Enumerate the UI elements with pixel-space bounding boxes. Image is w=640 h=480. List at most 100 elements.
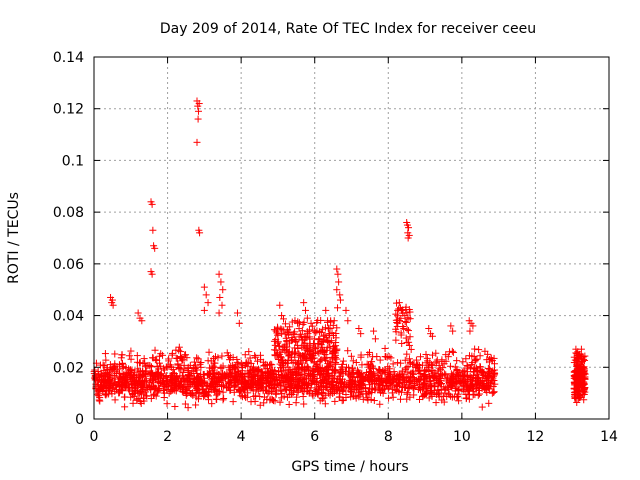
data-point (462, 355, 470, 363)
data-point (119, 362, 127, 370)
data-point (404, 315, 412, 323)
data-point (389, 393, 397, 401)
data-point (580, 386, 588, 394)
data-point (360, 377, 368, 385)
data-point (102, 391, 110, 399)
data-point (427, 377, 435, 385)
data-point (101, 350, 109, 358)
data-point (467, 364, 475, 372)
data-point (394, 359, 402, 367)
data-point (233, 309, 241, 317)
data-point (303, 328, 311, 336)
data-point (205, 348, 213, 356)
data-point (406, 358, 414, 366)
data-point (273, 380, 281, 388)
data-point (129, 399, 137, 407)
data-point (434, 389, 442, 397)
data-point (304, 329, 312, 337)
data-point (218, 383, 226, 391)
data-point (402, 334, 410, 342)
data-point (194, 388, 202, 396)
data-point (437, 366, 445, 374)
data-point (111, 350, 119, 358)
data-point (348, 388, 356, 396)
data-point (453, 365, 461, 373)
data-point (303, 384, 311, 392)
data-point (151, 244, 159, 252)
data-point (122, 382, 130, 390)
data-point (454, 370, 462, 378)
data-point (272, 390, 280, 398)
data-point (395, 305, 403, 313)
data-point (148, 200, 156, 208)
data-point (241, 351, 249, 359)
data-point (294, 344, 302, 352)
data-point (93, 391, 101, 399)
data-point (246, 378, 254, 386)
data-point (348, 376, 356, 384)
data-point (437, 385, 445, 393)
data-point (170, 380, 178, 388)
data-point (274, 331, 282, 339)
data-point (220, 395, 228, 403)
data-point (416, 380, 424, 388)
data-point (387, 371, 395, 379)
data-point (98, 383, 106, 391)
data-point (578, 358, 586, 366)
data-point (395, 387, 403, 395)
data-point (118, 351, 126, 359)
data-point (439, 392, 447, 400)
data-point (255, 368, 263, 376)
data-point (127, 373, 135, 381)
data-point (457, 379, 465, 387)
data-point (184, 404, 192, 412)
data-point (349, 357, 357, 365)
data-point (299, 352, 307, 360)
data-point (478, 403, 486, 411)
data-point (574, 383, 582, 391)
data-point (368, 375, 376, 383)
data-point (320, 382, 328, 390)
data-point (195, 395, 203, 403)
data-point (303, 344, 311, 352)
data-point (308, 379, 316, 387)
data-point (432, 399, 440, 407)
data-point (324, 369, 332, 377)
data-point (376, 400, 384, 408)
data-point (251, 397, 259, 405)
data-point (344, 317, 352, 325)
data-point (243, 369, 251, 377)
data-point (279, 315, 287, 323)
data-point (336, 291, 344, 299)
y-tick-label: 0.04 (53, 309, 84, 325)
data-point (316, 365, 324, 373)
data-point (397, 359, 405, 367)
data-point (320, 337, 328, 345)
data-point (308, 390, 316, 398)
data-point (338, 368, 346, 376)
data-point (288, 336, 296, 344)
data-point (324, 317, 332, 325)
data-point (469, 367, 477, 375)
data-point (288, 357, 296, 365)
data-point (218, 352, 226, 360)
data-point (216, 293, 224, 301)
data-point (258, 374, 266, 382)
data-point (336, 369, 344, 377)
data-point (455, 386, 463, 394)
data-point (217, 278, 225, 286)
data-point (381, 344, 389, 352)
data-point (440, 398, 448, 406)
data-point (273, 373, 281, 381)
data-point (580, 396, 588, 404)
data-point (280, 326, 288, 334)
data-point (148, 270, 156, 278)
data-point (302, 306, 310, 314)
data-point (385, 376, 393, 384)
data-point (208, 400, 216, 408)
data-point (407, 345, 415, 353)
data-point (465, 352, 473, 360)
data-point (292, 367, 300, 375)
data-point (233, 376, 241, 384)
data-point (401, 312, 409, 320)
